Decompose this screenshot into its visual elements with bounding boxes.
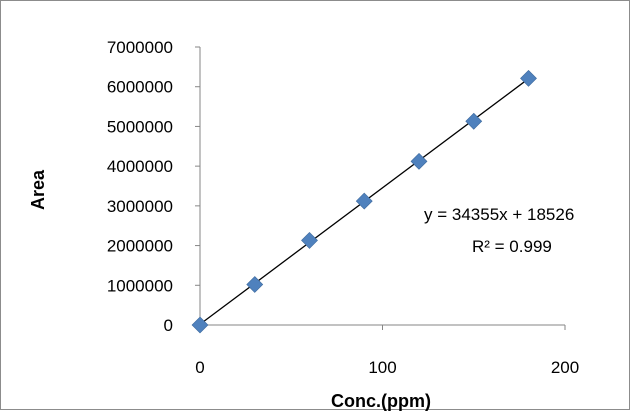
- y-tick-label: 0: [164, 316, 173, 335]
- y-tick-label: 1000000: [107, 276, 173, 295]
- data-point: [246, 276, 264, 293]
- trendline-r-squared: R² = 0.999: [472, 237, 552, 256]
- y-tick-label: 2000000: [107, 237, 173, 256]
- y-tick-label: 6000000: [107, 78, 173, 97]
- data-points: [191, 69, 537, 334]
- x-axis-title: Conc.(ppm): [331, 391, 431, 411]
- x-tick-label: 0: [195, 358, 204, 377]
- trendline-equation: y = 34355x + 18526: [424, 205, 574, 224]
- data-point: [301, 231, 318, 249]
- x-ticks: 0 100 200: [195, 325, 579, 377]
- y-tick-label: 7000000: [107, 38, 173, 57]
- data-point: [520, 69, 537, 87]
- y-tick-label: 3000000: [107, 197, 173, 216]
- y-tick-label: 5000000: [107, 117, 173, 136]
- data-point: [410, 152, 428, 170]
- y-ticks: 0 1000000 2000000 3000000 4000000 5000000 6000…: [107, 38, 200, 335]
- x-tick-label: 200: [551, 358, 579, 377]
- data-point: [191, 316, 209, 334]
- y-axis-title: Area: [28, 169, 48, 210]
- x-tick-label: 100: [368, 358, 396, 377]
- y-tick-label: 4000000: [107, 157, 173, 176]
- data-point: [355, 192, 373, 210]
- data-point: [465, 112, 483, 130]
